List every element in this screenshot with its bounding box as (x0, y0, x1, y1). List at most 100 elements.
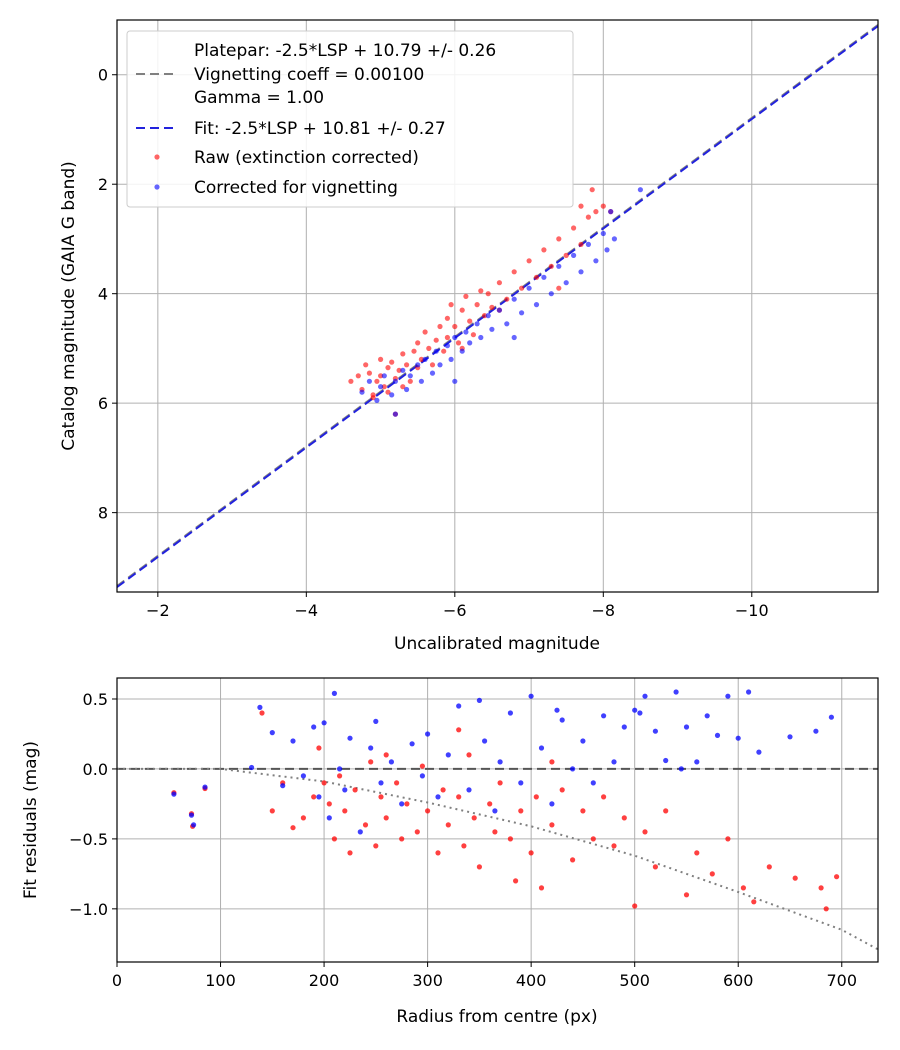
raw-point (300, 815, 306, 821)
corrected-for-vignetting-point (478, 334, 484, 341)
legend-label: Raw (extinction corrected) (194, 148, 419, 168)
y-tick-label: 0 (98, 66, 108, 85)
raw-point (419, 763, 425, 769)
raw-extinction-corrected-point (441, 348, 447, 354)
raw-extinction-corrected-point (370, 392, 376, 398)
corrected-for-vignetting-point (418, 378, 424, 384)
corrected-for-vignetting-point (463, 329, 469, 335)
corrected-for-vignetting-point (422, 356, 428, 362)
raw-extinction-corrected-point (348, 378, 354, 384)
raw-point (580, 808, 586, 814)
raw-point (331, 836, 337, 842)
x-tick-label: 400 (516, 971, 547, 990)
corrected-for-vignetting-point (496, 307, 502, 313)
raw-extinction-corrected-point (556, 236, 562, 242)
corrected-for-vignetting-point (378, 384, 384, 390)
legend-marker-swatch (154, 184, 160, 190)
corrected-point (787, 734, 793, 740)
corrected-point (331, 690, 337, 697)
raw-point (818, 885, 824, 891)
top-y-axis-label: Catalog magnitude (GAIA G band) (59, 161, 79, 451)
x-tick-label: −4 (295, 601, 319, 620)
x-tick-label: −8 (592, 601, 616, 620)
corrected-point (528, 693, 534, 699)
raw-point (766, 864, 772, 870)
corrected-for-vignetting-point (571, 252, 577, 258)
corrected-point (326, 815, 332, 821)
corrected-point (518, 780, 524, 786)
corrected-for-vignetting-point (389, 392, 395, 398)
corrected-for-vignetting-point (585, 241, 592, 247)
bottom-y-ticks: 0.5 0.0 −0.5 −1.0 (69, 690, 117, 919)
legend-label: Vignetting coeff = 0.00100 (194, 65, 424, 85)
corrected-point (368, 745, 374, 751)
bottom-reference-lines (117, 767, 878, 951)
raw-extinction-corrected-point (485, 291, 491, 297)
corrected-for-vignetting-point (563, 280, 569, 286)
corrected-point (191, 822, 197, 828)
raw-point (632, 903, 638, 909)
corrected-for-vignetting-point (429, 370, 436, 376)
legend-label: Gamma = 1.00 (194, 88, 324, 108)
corrected-point (590, 780, 596, 786)
raw-point (513, 878, 519, 884)
x-tick-label: 100 (205, 971, 236, 990)
raw-extinction-corrected-point (437, 323, 443, 330)
raw-extinction-corrected-point (444, 334, 450, 341)
raw-point (456, 727, 462, 733)
raw-extinction-corrected-point (556, 285, 562, 291)
raw-point (326, 801, 332, 807)
raw-point (663, 808, 669, 814)
corrected-point (399, 801, 405, 807)
raw-extinction-corrected-point (366, 370, 372, 376)
corrected-point (549, 801, 555, 807)
corrected-for-vignetting-point (392, 411, 398, 417)
corrected-point (269, 730, 275, 736)
top-x-axis-label: Uncalibrated magnitude (394, 634, 600, 654)
corrected-for-vignetting-point (608, 209, 614, 215)
raw-point (725, 836, 731, 842)
corrected-for-vignetting-point (437, 362, 443, 368)
corrected-point (409, 741, 415, 747)
raw-point (528, 850, 534, 856)
corrected-point (756, 749, 762, 755)
corrected-point (652, 728, 659, 734)
x-tick-label: −6 (443, 601, 467, 620)
raw-extinction-corrected-point (378, 356, 384, 362)
corrected-point (347, 735, 353, 741)
top-scatter-points (348, 187, 644, 417)
raw-point (337, 773, 343, 779)
raw-point (507, 836, 513, 842)
raw-point (445, 822, 451, 828)
raw-extinction-corrected-point (422, 329, 428, 335)
y-tick-label: 6 (98, 394, 108, 413)
corrected-point (632, 707, 638, 713)
raw-point (373, 843, 379, 849)
corrected-point (482, 738, 488, 744)
raw-point (394, 780, 400, 786)
raw-extinction-corrected-point (385, 365, 391, 371)
raw-extinction-corrected-point (455, 340, 462, 346)
bottom-plot-frame (116, 677, 879, 963)
top-x-ticks: −2 −4 −6 −8 −10 (146, 592, 769, 620)
raw-extinction-corrected-point (363, 362, 369, 368)
raw-point (590, 836, 596, 842)
corrected-point (497, 759, 503, 765)
raw-point (321, 780, 327, 786)
corrected-point (249, 764, 255, 771)
raw-extinction-corrected-point (489, 304, 495, 310)
corrected-for-vignetting-point (533, 302, 540, 308)
corrected-for-vignetting-point (444, 343, 450, 349)
raw-extinction-corrected-point (400, 351, 406, 357)
corrected-point (735, 735, 741, 741)
x-tick-label: 300 (412, 971, 443, 990)
raw-point (311, 794, 317, 800)
corrected-point (828, 714, 835, 720)
corrected-point (476, 697, 482, 704)
x-tick-label: 0 (112, 971, 122, 990)
corrected-point (746, 689, 752, 695)
raw-extinction-corrected-point (378, 373, 384, 379)
raw-point (538, 885, 545, 891)
raw-point (440, 787, 446, 793)
